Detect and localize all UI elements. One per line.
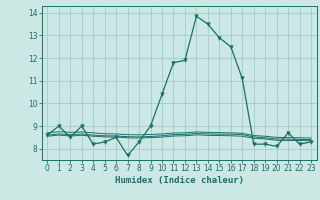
X-axis label: Humidex (Indice chaleur): Humidex (Indice chaleur) (115, 176, 244, 185)
